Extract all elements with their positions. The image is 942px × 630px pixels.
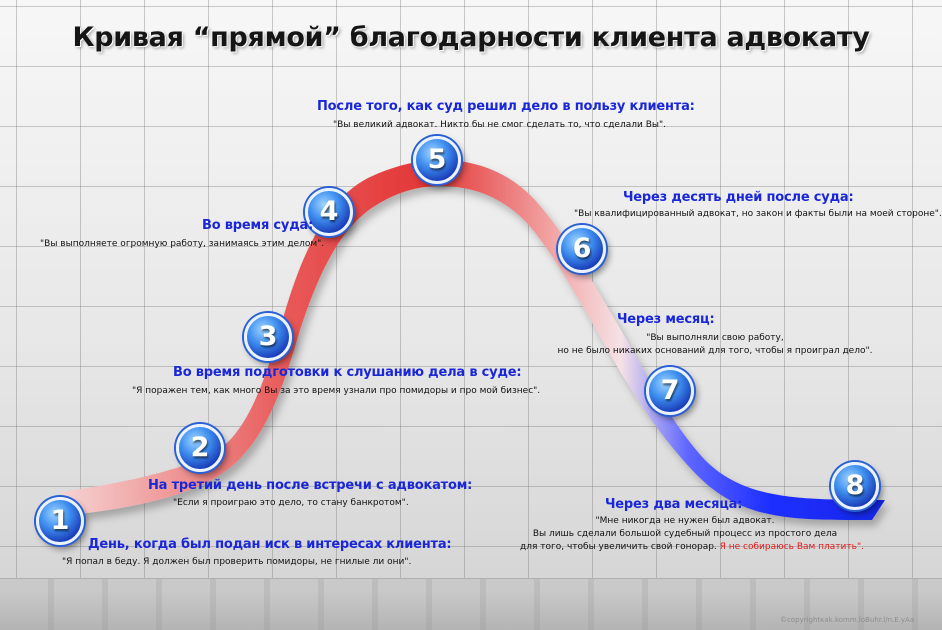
stage-7-quote-line-1: "Вы выполняли свою работу, xyxy=(646,333,784,343)
floor-strip xyxy=(0,578,942,630)
stage-badge-2-icon: 2 xyxy=(176,424,224,472)
stage-8-quote-highlight: Я не собираюсь Вам платить". xyxy=(719,542,864,552)
stage-8-quote-line-2: Вы лишь сделали большой судебный процесс… xyxy=(532,529,838,539)
stage-8-quote: "Мне никогда не нужен был адвокат. Вы ли… xyxy=(520,515,864,554)
stage-badge-4-icon: 4 xyxy=(305,188,353,236)
stage-2-heading: На третий день после встречи с адвокатом… xyxy=(148,478,473,493)
page-title: Кривая “прямой” благодарности клиента ад… xyxy=(72,22,870,53)
curve-ribbon xyxy=(60,160,885,521)
stage-4-quote: "Вы выполняете огромную работу, занимаяс… xyxy=(40,239,325,249)
stage-badge-5-icon: 5 xyxy=(413,136,461,184)
copyright-text: ©copyrightкаk.komm.loBuhr.l/n.E.yAa xyxy=(780,616,915,624)
floor-shadow xyxy=(0,590,942,630)
stage-badge-7-icon: 7 xyxy=(646,367,694,415)
stage-4-heading: Во время суда: xyxy=(202,218,314,233)
stage-1-quote: "Я попал в беду. Я должен был проверить … xyxy=(62,557,412,567)
stage-badge-1-icon: 1 xyxy=(36,497,84,545)
stage-8-heading: Через два месяца: xyxy=(605,497,743,512)
stage-3-quote: "Я поражен тем, как много Вы за это врем… xyxy=(132,386,541,396)
stage-6-quote: "Вы квалифицированный адвокат, но закон … xyxy=(574,209,942,219)
stage-badge-3-icon: 3 xyxy=(244,313,292,361)
stage-badge-6-icon: 6 xyxy=(558,225,606,273)
stage-8-quote-line-1: "Мне никогда не нужен был адвокат. xyxy=(595,516,775,526)
stage-2-quote: "Если я проиграю это дело, то стану банк… xyxy=(173,498,409,508)
stage-3-heading: Во время подготовки к слушанию дела в су… xyxy=(173,365,522,380)
stage-6-heading: Через десять дней после суда: xyxy=(623,190,854,205)
stage-8-quote-line-3-text: для того, чтобы увеличить свой гонорар. xyxy=(520,542,717,552)
stage-7-heading: Через месяц: xyxy=(617,312,715,327)
stage-badge-8-icon: 8 xyxy=(831,462,879,510)
stage-7-quote: "Вы выполняли свою работу, но не было ни… xyxy=(555,332,875,358)
stage-7-quote-line-2: но не было никаких оснований для того, ч… xyxy=(557,346,873,356)
stage-5-quote: "Вы великий адвокат. Никто бы не смог сд… xyxy=(333,120,666,130)
stage-1-heading: День, когда был подан иск в интересах кл… xyxy=(88,537,452,552)
stage-5-heading: После того, как суд решил дело в пользу … xyxy=(317,99,695,114)
stage-8-quote-line-3: для того, чтобы увеличить свой гонорар. … xyxy=(520,541,864,554)
